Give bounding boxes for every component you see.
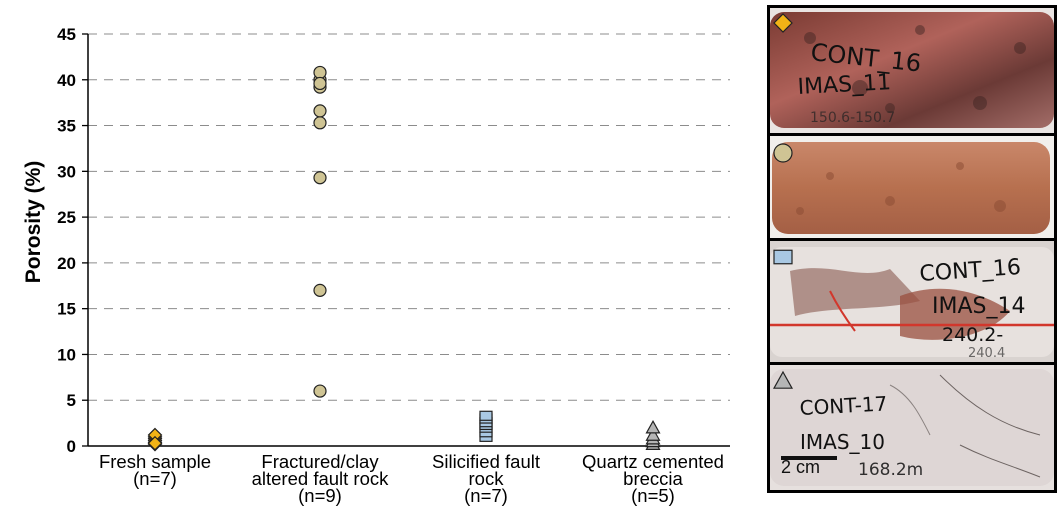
data-point-circle: [313, 104, 327, 118]
core-label-line: IMAS_10: [800, 430, 885, 454]
triangle-icon: [772, 370, 794, 389]
x-category-label: Fractured/clay: [261, 451, 379, 472]
circle-icon-shape: [773, 143, 793, 163]
data-point-circle: [313, 116, 327, 130]
y-tick-label: 45: [57, 25, 76, 44]
y-axis: 0 5 10 15 20 25 30 35 40 45: [57, 25, 730, 456]
core-label-line: IMAS_11: [797, 70, 892, 100]
y-tick-label: 30: [57, 162, 76, 181]
square-icon-shape: [773, 249, 793, 265]
diamond-icon-shape: [773, 13, 793, 33]
x-category-label: Silicified fault: [432, 451, 540, 472]
data-point-diamond: [147, 435, 163, 451]
core-label-line: 168.2m: [858, 460, 923, 480]
x-category-label: altered fault rock: [252, 468, 390, 489]
data-point-square: [479, 410, 493, 421]
data-points: [147, 65, 661, 452]
y-tick-label: 5: [67, 391, 76, 410]
square-icon: [773, 249, 793, 265]
y-tick-label: 25: [57, 208, 76, 227]
core-photo-fresh: CONT_16 IMAS_11 150.6-150.7: [770, 8, 1054, 133]
x-category-label: (n=5): [631, 485, 675, 506]
gridlines: [88, 33, 730, 401]
core-photo-panel: CONT_16 IMAS_11 150.6-150.7: [767, 5, 1057, 493]
y-tick-label: 20: [57, 254, 76, 273]
data-point-circle: [313, 171, 327, 185]
data-point-circle: [313, 76, 327, 91]
y-tick-label: 15: [57, 300, 76, 319]
core-label-line: 240.4: [968, 346, 1005, 361]
x-category-label: (n=7): [464, 485, 508, 506]
core-label-line: 150.6-150.7: [810, 110, 895, 126]
scale-bar: [781, 456, 837, 460]
data-point-triangle: [645, 419, 661, 434]
triangle-icon-shape: [772, 370, 794, 389]
core-photo-fractured: [770, 136, 1054, 238]
x-category-label: Quartz cemented: [582, 451, 724, 472]
core-label-line: 240.2-: [942, 324, 1003, 346]
core-photo-silicified: CONT_16 IMAS_14 240.2- 240.4: [770, 241, 1054, 362]
x-category-label: (n=9): [298, 485, 342, 506]
circle-icon: [773, 143, 793, 163]
x-category-label: (n=7): [133, 468, 177, 489]
x-category-label: breccia: [623, 468, 683, 489]
y-tick-label: 10: [57, 345, 76, 364]
core-label-line: CONT-17: [799, 391, 888, 420]
data-point-circle: [313, 384, 327, 398]
y-tick-label: 0: [67, 437, 76, 456]
y-tick-label: 40: [57, 71, 76, 90]
diamond-icon: [773, 13, 793, 33]
core-label-line: IMAS_14: [932, 294, 1025, 319]
y-tick-label: 35: [57, 117, 76, 136]
core-photo-breccia: CONT-17 IMAS_10 168.2m: [770, 365, 1054, 490]
x-category-label: rock: [469, 468, 505, 489]
data-point-triangle: [645, 427, 661, 441]
scale-bar-label: 2 cm: [781, 457, 821, 477]
x-category-label: Fresh sample: [99, 451, 211, 472]
y-axis-label: Porosity (%): [22, 161, 45, 284]
data-point-circle: [313, 283, 327, 297]
data-point-circle: [313, 65, 327, 80]
